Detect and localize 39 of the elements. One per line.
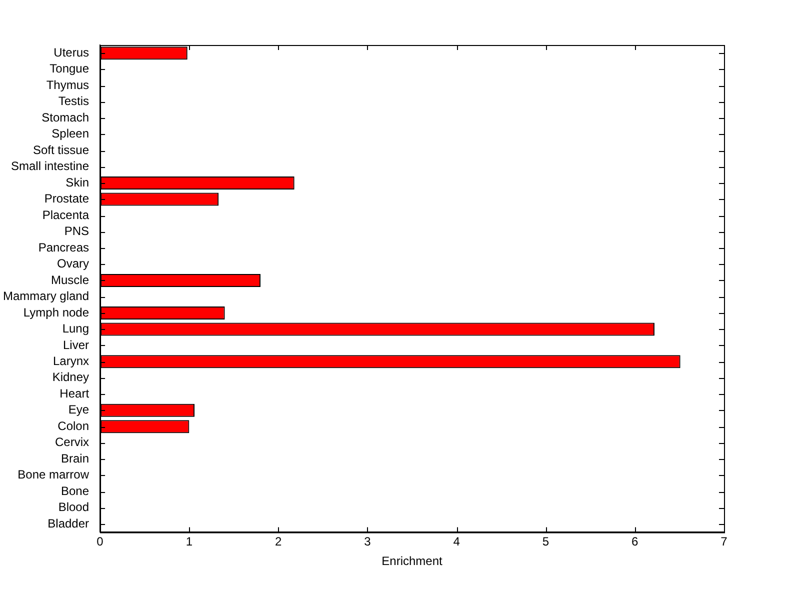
x-tick-label: 4 <box>453 534 460 549</box>
y-tick-label: Stomach <box>42 110 90 124</box>
x-tick-label: 2 <box>274 534 282 549</box>
y-tick-label: Larynx <box>52 354 90 368</box>
x-tick-label: 0 <box>96 534 104 549</box>
x-tick-label: 3 <box>364 534 372 549</box>
x-axis-title: Enrichment <box>382 554 444 568</box>
x-tick-label: 6 <box>632 534 639 549</box>
y-tick-label: Bone <box>60 484 90 498</box>
y-tick-label: Tongue <box>50 62 90 76</box>
y-tick-label: Muscle <box>51 272 90 287</box>
y-tick-label: Cervix <box>55 435 90 450</box>
y-tick-label: Lymph node <box>23 305 90 320</box>
y-tick-label: Ovary <box>57 256 90 271</box>
y-tick-label: Spleen <box>52 126 90 141</box>
y-tick-label: Placenta <box>42 208 90 222</box>
y-tick-label: Testis <box>58 94 90 108</box>
x-tick-label: 1 <box>186 534 193 549</box>
y-tick-label: Pancreas <box>38 240 90 254</box>
y-tick-label: Liver <box>63 338 90 352</box>
y-tick-label: Heart <box>60 386 90 400</box>
y-tick-label: Colon <box>58 418 90 433</box>
y-tick-label: Soft tissue <box>32 142 90 157</box>
y-tick-label: Uterus <box>54 45 90 60</box>
y-tick-label: Small intestine <box>10 159 90 174</box>
y-tick-label: Prostate <box>44 192 90 206</box>
y-tick-label: Bone marrow <box>18 468 90 482</box>
x-tick-label: 7 <box>720 534 728 549</box>
x-tick-label: 5 <box>542 534 550 549</box>
y-tick-label: Skin <box>66 175 90 190</box>
y-tick-label: Mammary gland <box>2 289 90 304</box>
y-tick-label: Lung <box>62 322 90 336</box>
y-tick-label: Kidney <box>52 370 90 384</box>
y-tick-label: Bladder <box>48 516 90 530</box>
y-tick-label: Thymus <box>46 78 90 92</box>
y-tick-label: Brain <box>61 451 90 466</box>
y-tick-label: Eye <box>68 402 90 417</box>
y-tick-label: PNS <box>64 224 90 238</box>
y-tick-label: Blood <box>58 500 90 514</box>
